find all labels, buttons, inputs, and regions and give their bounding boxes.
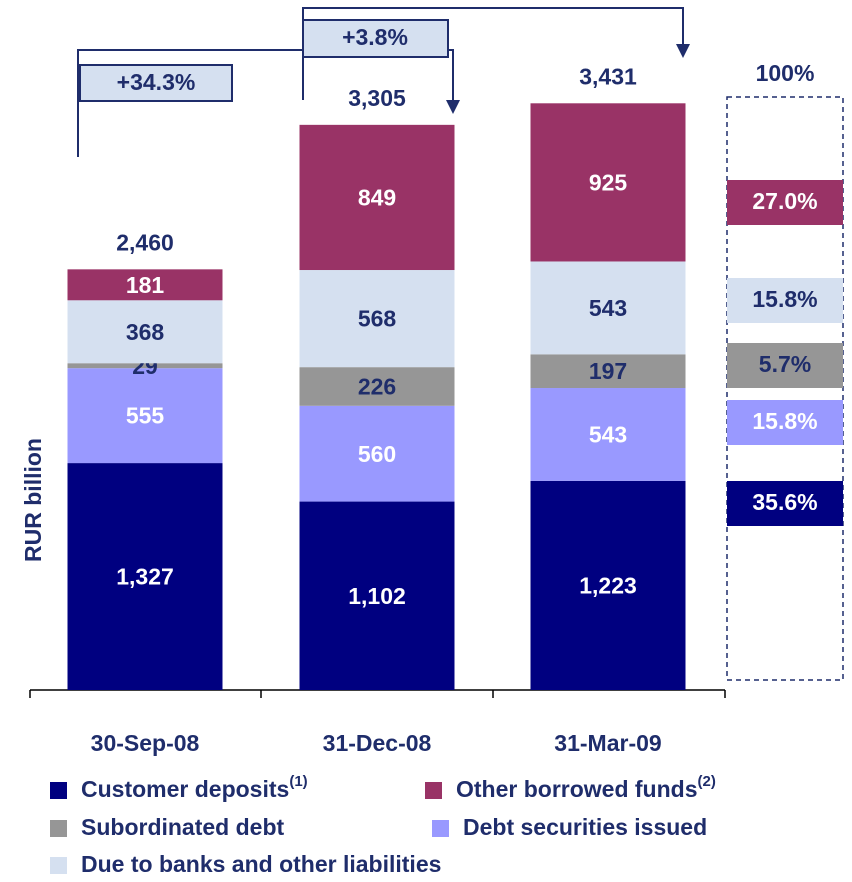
x-tick-label: 30-Sep-08: [91, 730, 200, 756]
legend-note: (2): [698, 773, 716, 790]
legend-name: Other borrowed funds: [456, 776, 698, 802]
share-box: [727, 278, 843, 323]
data-label: 181: [126, 272, 165, 298]
bar-segment: [67, 269, 223, 301]
legend-swatch: [432, 820, 449, 837]
composition-frame: [726, 96, 844, 681]
data-label: 1,102: [348, 583, 406, 609]
data-label: 226: [358, 374, 396, 400]
bar-segment: [299, 124, 455, 271]
bar-segment: [299, 367, 455, 406]
legend-note: (1): [289, 773, 307, 790]
legend-name: Debt securities issued: [463, 814, 707, 840]
data-label: 560: [358, 441, 396, 467]
legend-swatch: [50, 857, 67, 874]
bar-segment: [530, 480, 686, 690]
x-axis-ticks: [29, 690, 726, 698]
composition-title: 100%: [756, 60, 815, 86]
annotation-box: [79, 64, 233, 102]
legend-label: Customer deposits(1): [81, 773, 308, 802]
bar-segment: [299, 501, 455, 690]
data-label: 849: [358, 185, 396, 211]
legend-name: Customer deposits: [81, 776, 289, 802]
share-label: 15.8%: [752, 408, 817, 434]
share-label: 27.0%: [752, 188, 817, 214]
data-label: 543: [589, 295, 627, 321]
bar-segment: [530, 388, 686, 481]
legend-name: Due to banks and other liabilities: [81, 851, 441, 877]
bar-segment: [67, 368, 223, 464]
share-label: 15.8%: [752, 286, 817, 312]
legend-swatch: [50, 820, 67, 837]
legend-label: Other borrowed funds(2): [456, 773, 716, 802]
bar-segment: [299, 270, 455, 368]
legend-label: Debt securities issued: [463, 814, 707, 840]
legend-swatch: [50, 782, 67, 799]
share-box: [727, 481, 843, 526]
bar-segment: [530, 354, 686, 389]
annotation: +34.3%: [117, 69, 196, 95]
data-label: 1,223: [579, 573, 637, 599]
legend-label: Due to banks and other liabilities: [81, 851, 441, 877]
data-label: 543: [589, 422, 627, 448]
legend-label: Subordinated debt: [81, 814, 285, 840]
bar-segment: [530, 261, 686, 355]
annotation-box: [302, 19, 449, 58]
legend-name: Subordinated debt: [81, 814, 285, 840]
bar-segment: [299, 405, 455, 502]
y-axis-label: RUR billion: [20, 438, 46, 562]
bar-segment: [67, 363, 223, 369]
share-box: [727, 180, 843, 225]
legend-swatch: [425, 782, 442, 799]
annotation: +3.8%: [342, 24, 408, 50]
data-label: 555: [126, 403, 165, 429]
share-box: [727, 400, 843, 445]
data-label: 368: [126, 319, 165, 345]
total-label: 2,460: [116, 229, 174, 255]
total-label: 3,431: [579, 63, 637, 89]
bar-segment: [67, 300, 223, 364]
data-label: 568: [358, 306, 397, 332]
x-tick-label: 31-Mar-09: [554, 730, 661, 756]
bar-segment: [67, 463, 223, 690]
total-label: 3,305: [348, 85, 406, 111]
x-tick-label: 31-Dec-08: [323, 730, 432, 756]
share-box: [727, 343, 843, 388]
data-label: 925: [589, 169, 628, 195]
data-label: 197: [589, 358, 627, 384]
bar-segment: [530, 103, 686, 262]
share-label: 5.7%: [759, 351, 811, 377]
data-label: 1,327: [116, 564, 174, 590]
arrow-heads: [446, 44, 690, 114]
share-label: 35.6%: [752, 489, 817, 515]
